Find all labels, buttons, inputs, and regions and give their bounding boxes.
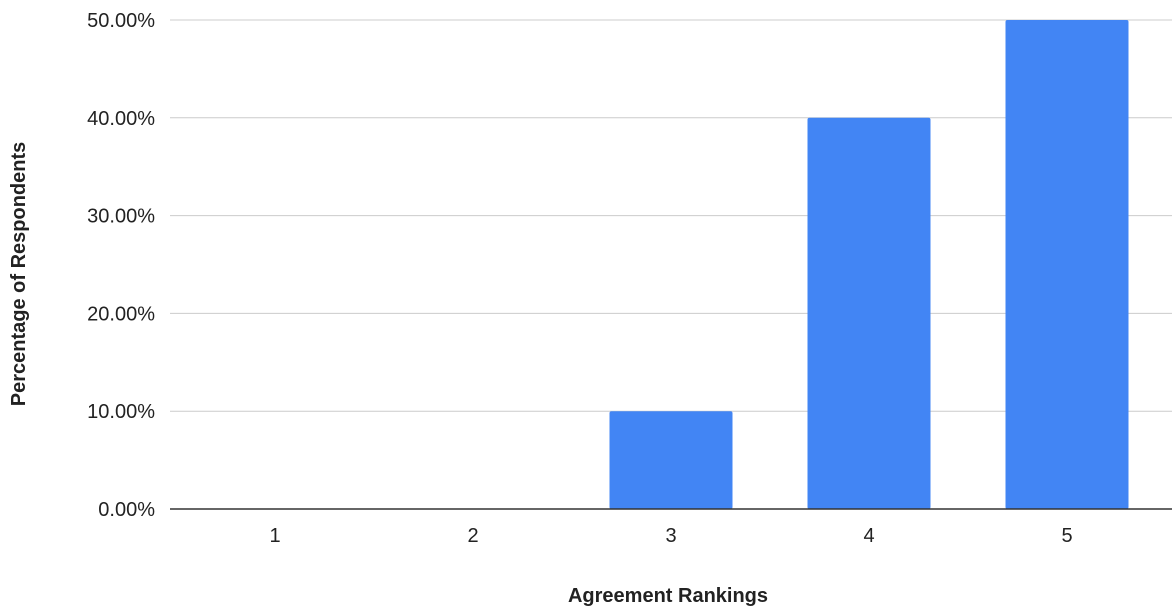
y-tick-label: 10.00% [87,401,155,423]
y-tick-label: 50.00% [87,10,155,32]
x-tick-label: 2 [467,525,478,547]
y-tick-label: 20.00% [87,303,155,325]
bars [609,20,1129,510]
y-axis-ticks: 0.00% 10.00% 20.00% 30.00% 40.00% 50.00% [87,10,155,521]
x-axis-ticks: 1 2 3 4 5 [269,525,1072,547]
x-axis-title: Agreement Rankings [568,585,768,607]
y-tick-label: 40.00% [87,108,155,130]
x-tick-label: 4 [863,525,874,547]
y-axis-title: Percentage of Respondents [8,142,30,407]
y-tick-label: 0.00% [98,499,155,521]
y-tick-label: 30.00% [87,206,155,228]
x-tick-label: 1 [269,525,280,547]
bar [609,411,733,509]
gridlines [170,19,1172,412]
bar [807,117,931,510]
x-tick-label: 5 [1061,525,1072,547]
x-tick-label: 3 [665,525,676,547]
bar [1005,20,1129,509]
